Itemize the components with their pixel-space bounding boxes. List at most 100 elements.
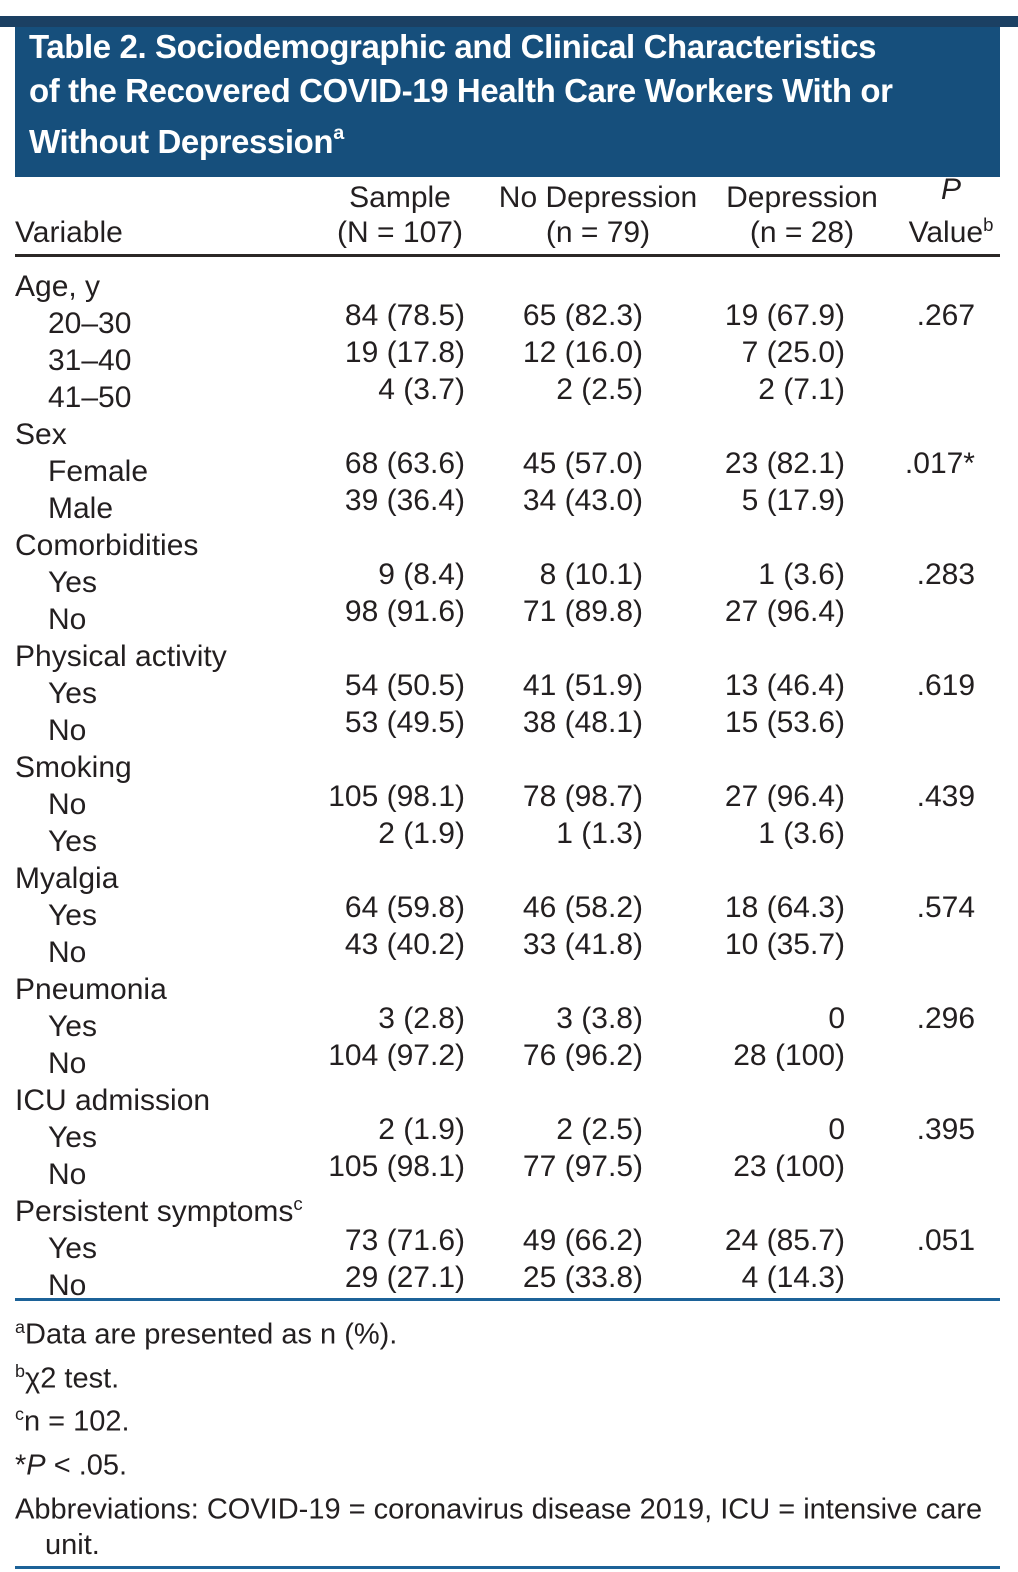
cell-p-value: .051 [916,1224,975,1257]
table-row: 31–40 19 (17.8) 12 (16.0) 7 (25.0) [15,334,1000,377]
table-group-row: Comorbidities [15,519,1000,562]
cell-sample: 2 (1.9) [378,817,465,850]
cell-sample: 105 (98.1) [328,1150,465,1183]
cell-no-depression: 45 (57.0) [522,447,643,480]
table-title-line-2: of the Recovered COVID-19 Health Care Wo… [29,72,893,109]
cell-sample: 9 (8.4) [378,558,465,591]
cell-sample: 104 (97.2) [328,1039,465,1072]
table-row: Yes 2 (1.9) 2 (2.5) 0 .395 [15,1111,1000,1154]
title-footnote-marker: a [333,122,344,144]
row-label: 31–40 [48,344,132,377]
row-label: 20–30 [48,307,132,340]
cell-depression: 7 (25.0) [741,336,845,369]
table-group-row: Age, y [15,260,1000,303]
row-label: Physical activity [15,640,227,673]
footnote-b: bχ2 test. [15,1360,120,1395]
cell-no-depression: 49 (66.2) [522,1224,643,1257]
table-group-row: Persistent symptomsc [15,1185,1000,1228]
row-label: Yes [48,899,97,932]
row-label: No [48,1047,87,1080]
footnote-c: cn = 102. [15,1404,130,1438]
cell-depression: 24 (85.7) [724,1224,845,1257]
cell-no-depression: 12 (16.0) [522,336,643,369]
table-container: Variable Sample (N = 107) No Depression … [15,173,1000,1570]
table-bottom-rule [15,1298,1000,1301]
column-header-no-depression: No Depression (n = 79) [498,181,698,249]
row-label: Yes [48,566,97,599]
cell-depression: 28 (100) [733,1039,845,1072]
cell-no-depression: 78 (98.7) [522,780,643,813]
cell-no-depression: 77 (97.5) [522,1150,643,1183]
row-label: Yes [48,1010,97,1043]
table-row: Yes 9 (8.4) 8 (10.1) 1 (3.6) .283 [15,556,1000,599]
cell-sample: 29 (27.1) [344,1261,465,1294]
cell-p-value: .017* [904,447,975,480]
table-group-row: Pneumonia [15,963,1000,1006]
table-row: No 105 (98.1) 78 (98.7) 27 (96.4) .439 [15,778,1000,821]
cell-p-value [850,1259,1000,1304]
cell-no-depression: 2 (2.5) [556,1113,643,1146]
cell-depression: 23 (100) [733,1150,845,1183]
cell-no-depression: 33 (41.8) [522,928,643,961]
cell-sample: 54 (50.5) [344,669,465,702]
row-label: Myalgia [15,862,119,895]
table-row: Female 68 (63.6) 45 (57.0) 23 (82.1) .01… [15,445,1000,488]
cell-depression: 1 (3.6) [758,558,845,591]
cell-depression: 27 (96.4) [724,780,845,813]
cell-sample: 73 (71.6) [344,1224,465,1257]
row-label: Persistent symptomsc [15,1193,303,1228]
cell-depression: 18 (64.3) [724,891,845,924]
cell-sample: 68 (63.6) [344,447,465,480]
column-header-p-value: P Valueb [908,173,994,249]
cell-sample: 19 (17.8) [344,336,465,369]
row-label: Age, y [15,270,101,303]
cell-no-depression: 1 (1.3) [556,817,643,850]
table-row: 20–30 84 (78.5) 65 (82.3) 19 (67.9) .267 [15,297,1000,340]
table-row: 41–50 4 (3.7) 2 (2.5) 2 (7.1) [15,371,1000,414]
cell-depression: 19 (67.9) [724,299,845,332]
cell-p-value: .619 [916,669,975,702]
row-label: ICU admission [15,1084,211,1117]
cell-sample: 105 (98.1) [328,780,465,813]
table-group-row: ICU admission [15,1074,1000,1117]
table-row: No 105 (98.1) 77 (97.5) 23 (100) [15,1148,1000,1191]
cell-sample: 84 (78.5) [344,299,465,332]
cell-depression: 15 (53.6) [724,706,845,739]
cell-depression: 2 (7.1) [758,373,845,406]
table-row: Yes 54 (50.5) 41 (51.9) 13 (46.4) .619 [15,667,1000,710]
cell-depression: 27 (96.4) [724,595,845,628]
cell-sample: 3 (2.8) [378,1002,465,1035]
column-header-variable: Variable [15,216,123,249]
cell-p-value: .395 [916,1113,975,1146]
table-row: No 29 (27.1) 25 (33.8) 4 (14.3) [15,1259,1000,1302]
table-row: No 98 (91.6) 71 (89.8) 27 (96.4) [15,593,1000,636]
row-label: No [48,788,87,821]
cell-p-value: .439 [916,780,975,813]
row-label: Female [48,455,149,488]
footnote-a: aData are presented as n (%). [15,1317,398,1351]
table-title-line-3: Without Depressiona [29,122,344,160]
row-label: Smoking [15,751,132,784]
row-label: Yes [48,677,97,710]
table-row: Yes 73 (71.6) 49 (66.2) 24 (85.7) .051 [15,1222,1000,1265]
cell-p-value: .283 [916,558,975,591]
footnotes: aData are presented as n (%). bχ2 test. … [15,1309,1000,1563]
row-label: No [48,603,87,636]
cell-sample: 98 (91.6) [344,595,465,628]
row-label: Pneumonia [15,973,167,1006]
table-group-row: Smoking [15,741,1000,784]
table-header-row: Variable Sample (N = 107) No Depression … [15,173,1000,257]
table-row: No 104 (97.2) 76 (96.2) 28 (100) [15,1037,1000,1080]
table-group-row: Sex [15,408,1000,451]
table-group-row: Myalgia [15,852,1000,895]
table-title-line-1: Table 2. Sociodemographic and Clinical C… [29,28,877,65]
title-banner: Table 2. Sociodemographic and Clinical C… [15,16,1000,177]
cell-p-value: .574 [916,891,975,924]
cell-depression: 23 (82.1) [724,447,845,480]
cell-depression: 4 (14.3) [741,1261,845,1294]
cell-no-depression: 76 (96.2) [522,1039,643,1072]
row-label: Sex [15,418,67,451]
table-row: No 43 (40.2) 33 (41.8) 10 (35.7) [15,926,1000,969]
cell-sample: 4 (3.7) [378,373,465,406]
cell-depression: 0 [828,1002,845,1035]
